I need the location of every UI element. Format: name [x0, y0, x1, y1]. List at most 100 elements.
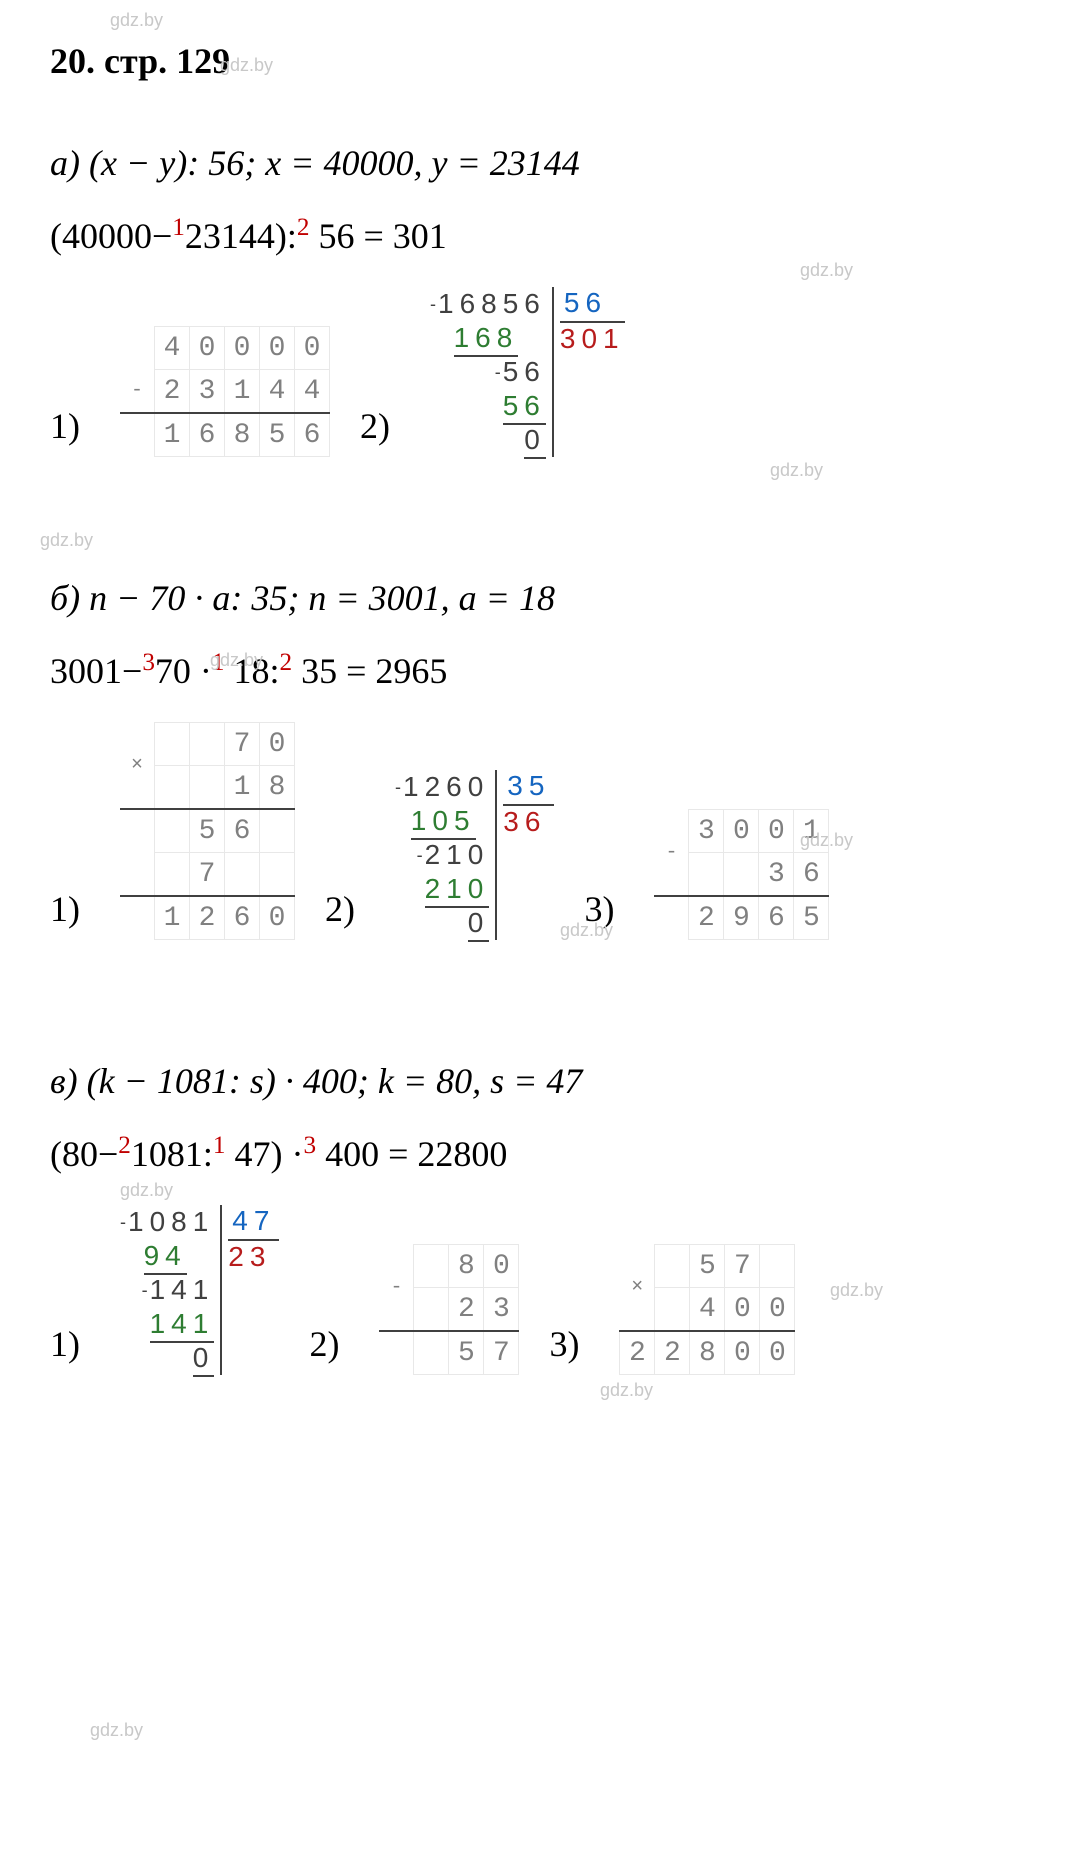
- cell: [155, 723, 190, 766]
- cell: 7: [484, 1331, 519, 1375]
- cell: 2: [689, 896, 724, 940]
- cell: 5: [449, 1331, 484, 1375]
- remainder: 0: [524, 423, 546, 459]
- calc-c-part: 1081:: [131, 1134, 213, 1174]
- calc-b-part: 35 = 2965: [292, 651, 447, 691]
- cell: 5: [260, 413, 295, 457]
- partial: 210: [425, 872, 490, 908]
- workings-a: 1) 4 0 0 0 0 - 2 3 1 4 4 1 6 8 5 6 2): [50, 287, 1037, 457]
- step-label-2: 2): [360, 405, 390, 457]
- subtraction-b: - 3 0 0 1 3 6 2 9 6 5: [654, 809, 829, 940]
- cell: 8: [225, 413, 260, 457]
- cell: 0: [190, 327, 225, 370]
- table-row: × 7 0: [120, 723, 295, 766]
- workings-c: 1) -1081 94 -141 141 0 47 23 2) - 8 0 2: [50, 1205, 1037, 1375]
- cell: [190, 766, 225, 810]
- cell: 0: [260, 327, 295, 370]
- cell: [120, 853, 155, 897]
- cell: 1: [225, 370, 260, 414]
- cell: 2: [620, 1331, 655, 1375]
- table-row: - 2 3 1 4 4: [120, 370, 330, 414]
- cell: 8: [260, 766, 295, 810]
- cell: [120, 809, 155, 853]
- cell: 6: [225, 809, 260, 853]
- watermark: gdz.by: [210, 650, 263, 671]
- cell: 6: [225, 896, 260, 940]
- calc-a-part: 56 = 301: [309, 216, 446, 256]
- cell: 0: [724, 810, 759, 853]
- sup-3: 3: [303, 1132, 316, 1159]
- watermark: gdz.by: [800, 830, 853, 851]
- sup-3: 3: [142, 649, 155, 676]
- partial: 56: [503, 356, 546, 387]
- table-row: × 5 7: [620, 1245, 795, 1288]
- cell: [414, 1245, 449, 1288]
- quotient: 23: [228, 1241, 279, 1273]
- partial: 56: [503, 389, 546, 425]
- watermark: gdz.by: [40, 530, 93, 551]
- calc-a-part: (40000−: [50, 216, 172, 256]
- partial: 141: [150, 1307, 215, 1343]
- cell: 7: [225, 723, 260, 766]
- problem-c-text: в) (k − 1081: s) · 400; k = 80, s = 47: [50, 1061, 582, 1101]
- calc-c-part: (80−: [50, 1134, 118, 1174]
- calc-c: (80−21081:1 47) ·3 400 = 22800: [50, 1132, 1037, 1175]
- quotient: 301: [560, 323, 625, 355]
- divisor: 35: [503, 770, 554, 806]
- step-label-2: 2): [325, 888, 355, 940]
- cell: 3: [484, 1288, 519, 1332]
- cell: 7: [190, 853, 225, 897]
- cell: 0: [260, 723, 295, 766]
- cell: 4: [260, 370, 295, 414]
- watermark: gdz.by: [110, 10, 163, 31]
- quotient: 36: [503, 806, 554, 838]
- partial: 141: [150, 1274, 215, 1305]
- problem-a-text: а) (x − y): 56; x = 40000, y = 23144: [50, 143, 580, 183]
- problem-b-text: б) n − 70 · a: 35; n = 3001, a = 18: [50, 578, 555, 618]
- watermark: gdz.by: [830, 1280, 883, 1301]
- cell: 4: [690, 1288, 725, 1332]
- cell: 6: [759, 896, 794, 940]
- table-row: 1 2 6 0: [120, 896, 295, 940]
- cell: [120, 413, 155, 457]
- cell: [155, 766, 190, 810]
- cell: 0: [725, 1331, 760, 1375]
- table-row: 2 2 8 0 0: [620, 1331, 795, 1375]
- cell: [225, 853, 260, 897]
- watermark: gdz.by: [90, 1720, 143, 1741]
- cell: 0: [260, 896, 295, 940]
- cell: 0: [295, 327, 330, 370]
- sign-cell: -: [379, 1245, 414, 1332]
- step-label-1: 1): [50, 1323, 80, 1375]
- remainder: 0: [468, 906, 490, 942]
- cell: 5: [190, 809, 225, 853]
- cell: [689, 853, 724, 897]
- problem-a: а) (x − y): 56; x = 40000, y = 23144: [50, 142, 1037, 184]
- sup-2: 2: [280, 649, 293, 676]
- cell: [724, 853, 759, 897]
- calc-c-part: 47) ·: [226, 1134, 304, 1174]
- cell: 1: [155, 413, 190, 457]
- cell: [379, 1331, 414, 1375]
- sign-cell: ×: [120, 723, 155, 810]
- problem-b: б) n − 70 · a: 35; n = 3001, a = 18: [50, 577, 1037, 619]
- table-row: - 8 0: [379, 1245, 519, 1288]
- calc-a: (40000−123144):2 56 = 301: [50, 214, 1037, 257]
- dividend: 1260: [403, 771, 489, 802]
- watermark: gdz.by: [560, 920, 613, 941]
- table-row: 4 0 0 0 0: [120, 327, 330, 370]
- cell: 1: [155, 896, 190, 940]
- step-label-2: 2): [309, 1323, 339, 1375]
- cell: 0: [225, 327, 260, 370]
- cell: [190, 723, 225, 766]
- cell: 2: [655, 1331, 690, 1375]
- cell: 1: [225, 766, 260, 810]
- calc-b-part: 70 ·: [155, 651, 212, 691]
- cell: -: [120, 370, 155, 414]
- sign-cell: ×: [620, 1245, 655, 1332]
- sup-2: 2: [118, 1132, 131, 1159]
- calc-a-part: 23144):: [185, 216, 297, 256]
- multiplication-c: × 5 7 4 0 0 2 2 8 0 0: [619, 1244, 795, 1375]
- longdiv-c: -1081 94 -141 141 0 47 23: [120, 1205, 279, 1375]
- longdiv-b: -1260 105 -210 210 0 35 36: [395, 770, 554, 940]
